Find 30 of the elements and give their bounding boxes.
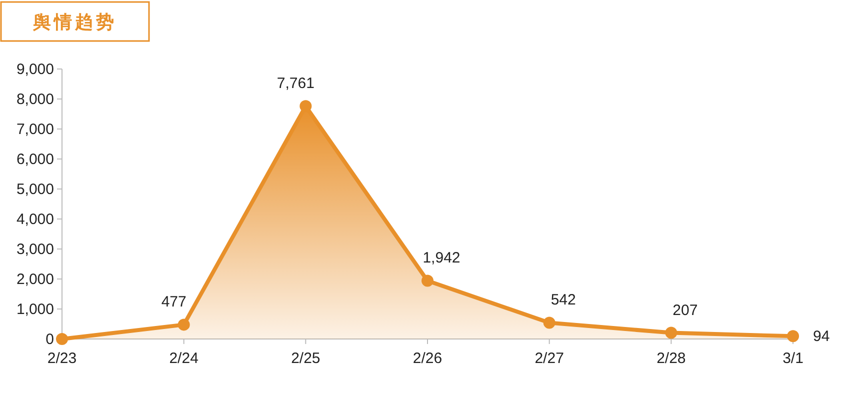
y-tick-label: 2,000 (16, 271, 54, 288)
y-tick-label: 5,000 (16, 181, 54, 198)
y-tick-label: 4,000 (16, 211, 54, 228)
data-label: 94 (813, 328, 830, 346)
point (543, 316, 556, 329)
chart-title: 舆情趋势 (32, 12, 117, 32)
y-tick-label: 0 (46, 331, 54, 348)
x-tick-label: 2/23 (47, 350, 77, 367)
x-tick-label: 2/26 (412, 350, 442, 367)
data-label: 1,942 (422, 250, 460, 267)
y-tick-label: 1,000 (16, 301, 54, 318)
x-tick-label: 2/28 (656, 350, 686, 367)
x-tick-label: 2/24 (169, 350, 198, 367)
point (56, 333, 68, 345)
x-tick-label: 3/1 (782, 350, 804, 367)
y-tick-label: 7,000 (16, 121, 54, 138)
data-label: 7,761 (276, 75, 314, 92)
data-label: 542 (550, 292, 576, 309)
x-tick-label: 2/25 (291, 350, 320, 367)
point (178, 318, 190, 331)
y-tick-label: 3,000 (16, 241, 54, 258)
point (787, 330, 799, 342)
y-tick-label: 9,000 (16, 61, 54, 78)
point (665, 326, 678, 339)
y-tick-label: 8,000 (16, 91, 54, 108)
data-label: 477 (161, 294, 186, 311)
x-tick-label: 2/27 (534, 350, 564, 367)
data-label: 207 (672, 302, 698, 319)
y-tick-label: 6,000 (16, 151, 54, 168)
point (422, 274, 434, 287)
